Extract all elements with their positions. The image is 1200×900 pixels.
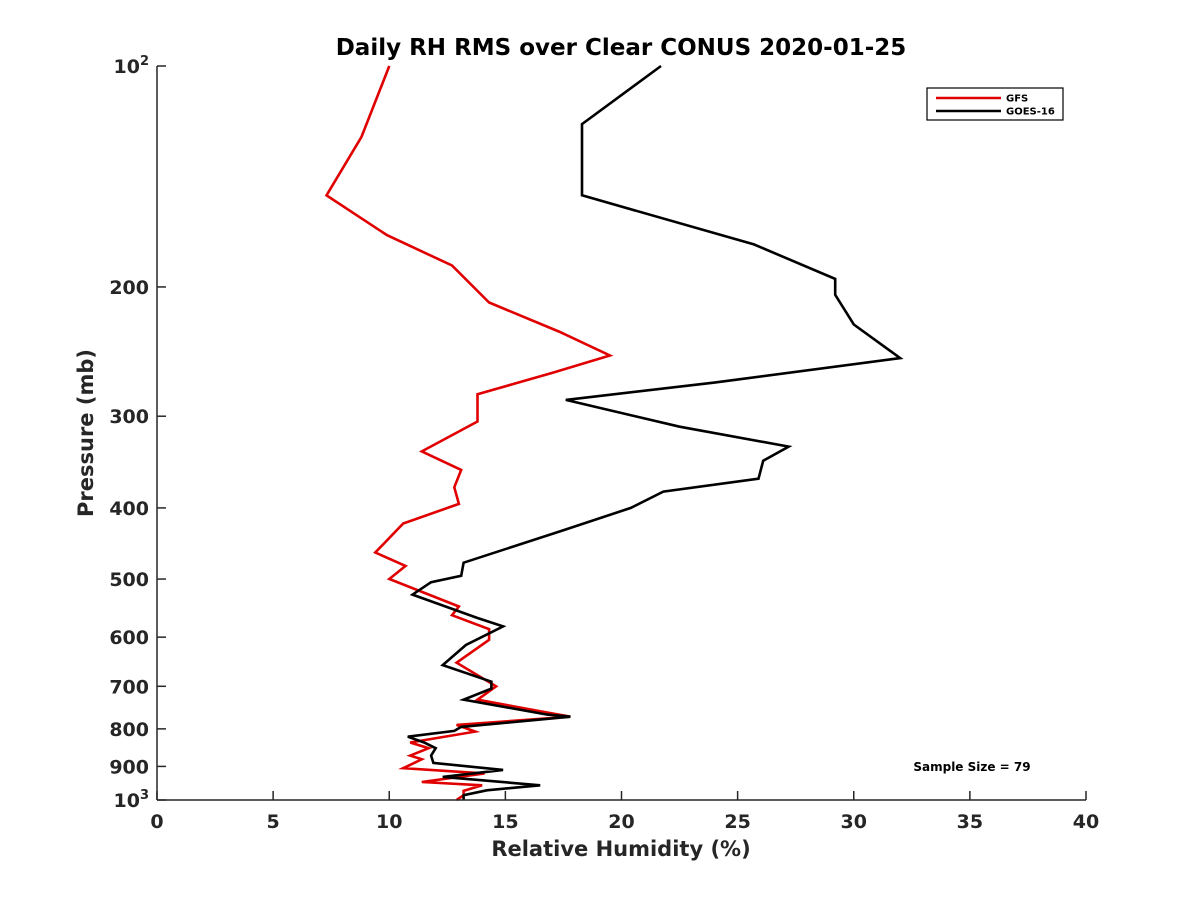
x-axis-ticks: 0 5 10 15 20 25 30 35 40 [150, 791, 1099, 833]
y-tick-label-base: 600 [109, 627, 149, 649]
x-axis-label: Relative Humidity (%) [491, 837, 750, 861]
y-tick-label: 200 [109, 277, 149, 299]
plot-area [157, 66, 1086, 800]
y-tick-label-base: 700 [109, 676, 149, 698]
x-tick-label: 40 [1073, 811, 1099, 833]
series-layer [324, 64, 904, 802]
x-tick-label: 0 [150, 811, 163, 833]
y-tick-label-base: 300 [109, 406, 149, 428]
x-tick-label: 10 [376, 811, 402, 833]
x-tick-label: 5 [267, 811, 280, 833]
legend-label-gfs: GFS [1006, 94, 1028, 105]
y-tick-label-exponent: 2 [140, 54, 149, 69]
y-tick-label: 600 [109, 627, 149, 649]
y-tick-label-base: 10 [114, 56, 140, 78]
chart-title: Daily RH RMS over Clear CONUS 2020-01-25 [336, 35, 907, 61]
sample-size-annotation: Sample Size = 79 [913, 760, 1030, 774]
x-tick-label: 25 [724, 811, 750, 833]
x-tick-label: 20 [608, 811, 634, 833]
legend-label-goes16: GOES-16 [1006, 107, 1055, 118]
y-tick-label-base: 10 [114, 790, 140, 812]
series-line-goes16 [407, 64, 904, 800]
legend: GFS GOES-16 [926, 87, 1064, 121]
y-tick-label-base: 200 [109, 277, 149, 299]
series-line-gfs [324, 65, 614, 802]
y-tick-label: 300 [109, 406, 149, 428]
y-axis-label: Pressure (mb) [74, 349, 98, 517]
y-tick-label: 103 [114, 788, 150, 812]
y-tick-label-base: 800 [109, 719, 149, 741]
y-tick-label: 102 [114, 54, 150, 78]
y-tick-label: 500 [109, 569, 149, 591]
y-tick-label-base: 400 [109, 498, 149, 520]
y-tick-label: 700 [109, 676, 149, 698]
y-tick-label: 800 [109, 719, 149, 741]
x-tick-label: 35 [957, 811, 983, 833]
y-tick-label-exponent: 3 [140, 788, 149, 803]
x-tick-label: 15 [492, 811, 518, 833]
x-tick-label: 30 [841, 811, 867, 833]
legend-box [926, 87, 1064, 121]
y-tick-label: 400 [109, 498, 149, 520]
y-tick-label: 900 [109, 756, 149, 778]
y-tick-label-base: 500 [109, 569, 149, 591]
y-tick-label-base: 900 [109, 756, 149, 778]
